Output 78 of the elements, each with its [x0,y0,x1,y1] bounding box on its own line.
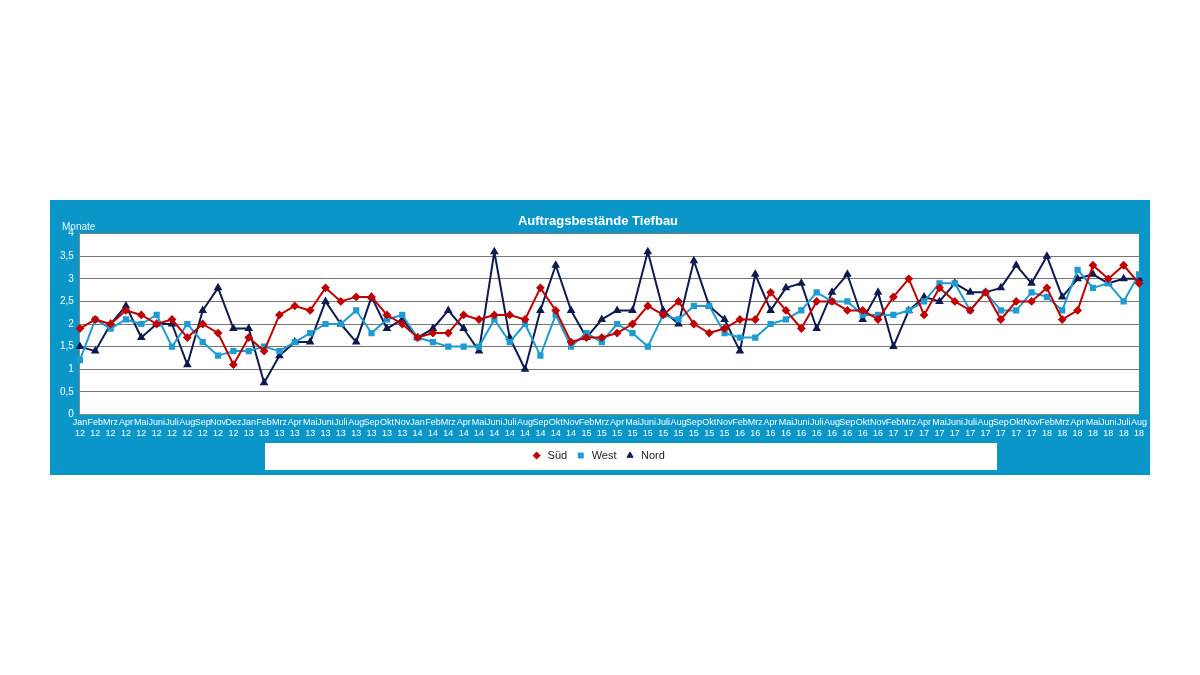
x-tick-label: Apr 17 [917,417,932,439]
y-tick-label: 3,5 [60,249,75,261]
y-tick-label: 2,5 [60,295,75,307]
x-tick-label: Apr 15 [610,417,625,439]
x-tick-label: Juli 15 [656,417,670,439]
y-tick-label: 0,5 [60,385,75,397]
x-tick-label: Okt 14 [548,417,564,439]
x-tick-label: Sep 13 [363,417,380,439]
x-tick-label: Aug 17 [977,417,994,439]
x-tick-label: Sep 14 [532,417,549,439]
x-tick-label: Juli 14 [502,417,517,439]
x-tick-label: Mai 14 [471,417,487,439]
x-tick-label: Feb 16 [732,417,748,439]
x-tick-label: Mai 16 [778,417,794,439]
x-tick-label: Feb 14 [425,417,441,439]
x-tick-label: Mai 18 [1085,417,1101,439]
x-tick-label: Apr 16 [763,417,778,439]
x-tick-label: Mrz 17 [901,417,917,439]
x-tick-label: Okt 13 [379,417,395,439]
x-tick-label: Mrz 16 [747,417,764,439]
x-tick-label: Feb 12 [87,417,104,439]
x-tick-label: Mai 12 [134,417,149,439]
x-tick-label: Mrz 18 [1054,417,1071,439]
y-tick-label: 0 [68,408,75,420]
y-tick-label: 1,5 [60,340,75,352]
legend-label: Nord [641,448,665,461]
x-tick-label: Aug 14 [517,417,534,439]
x-tick-label: Sep 12 [194,417,211,439]
y-tick-label: 3 [68,272,75,284]
x-tick-label: Mai 17 [932,417,947,439]
x-tick-label: Nov 16 [870,417,887,439]
x-tick-label: Dez 12 [225,417,242,439]
x-tick-label: Aug 13 [348,417,365,439]
x-tick-label: Okt 17 [1009,417,1024,439]
x-tick-label: Juni 12 [148,417,165,439]
x-tick-label: Aug 15 [670,417,687,439]
x-tick-label: Nov 13 [394,417,411,439]
x-tick-label: Juli 16 [809,417,824,439]
x-tick-label: Okt 15 [702,417,717,439]
x-tick-label: Sep 15 [685,417,702,439]
legend-label: West [591,448,617,461]
x-tick-label: Feb 18 [1039,417,1055,439]
x-tick-label: Okt 16 [855,417,871,439]
x-tick-label: Jan 13 [241,417,256,439]
x-tick-label: Juli 12 [165,417,179,439]
x-tick-label: Jan 14 [410,417,425,439]
x-tick-label: Apr 18 [1070,417,1085,439]
x-tick-label: Aug 12 [179,417,196,439]
x-tick-label: Juni 18 [1100,417,1117,439]
x-tick-label: Juni 14 [486,417,503,439]
x-tick-label: Juli 17 [963,417,977,439]
x-tick-label: Aug 16 [824,417,841,439]
x-tick-label: Mai 13 [302,417,318,439]
x-tick-label: Juni 13 [317,417,334,439]
x-tick-label: Nov 12 [210,417,227,439]
legend-label: Süd [547,448,568,461]
x-tick-label: Aug 18 [1130,417,1147,439]
y-tick-label: 1 [68,362,75,374]
x-tick-label: Sep 16 [839,417,856,439]
x-tick-label: Feb 13 [256,417,272,439]
x-tick-label: Apr 12 [118,417,133,439]
x-tick-label: Apr 13 [287,417,302,439]
x-tick-label: Mrz 15 [594,417,610,439]
x-tick-label: Sep 17 [992,417,1009,439]
x-tick-label: Mai 15 [625,417,640,439]
x-tick-label: Feb 17 [885,417,902,439]
x-tick-label: Mrz 12 [103,417,119,439]
y-tick-label: 2 [68,317,75,329]
x-tick-label: Juni 16 [793,417,810,439]
x-tick-label: Mrz 14 [440,417,457,439]
x-tick-label: Nov 14 [563,417,580,439]
x-tick-label: Juli 18 [1116,417,1131,439]
x-tick-label: Jan 12 [72,417,88,439]
x-tick-label: Feb 15 [578,417,595,439]
x-tick-label: Mrz 13 [271,417,288,439]
x-tick-label: Apr 14 [456,417,471,439]
chart-title: Auftragsbestände Tiefbau [517,213,679,229]
x-tick-label: Juli 13 [334,417,348,439]
